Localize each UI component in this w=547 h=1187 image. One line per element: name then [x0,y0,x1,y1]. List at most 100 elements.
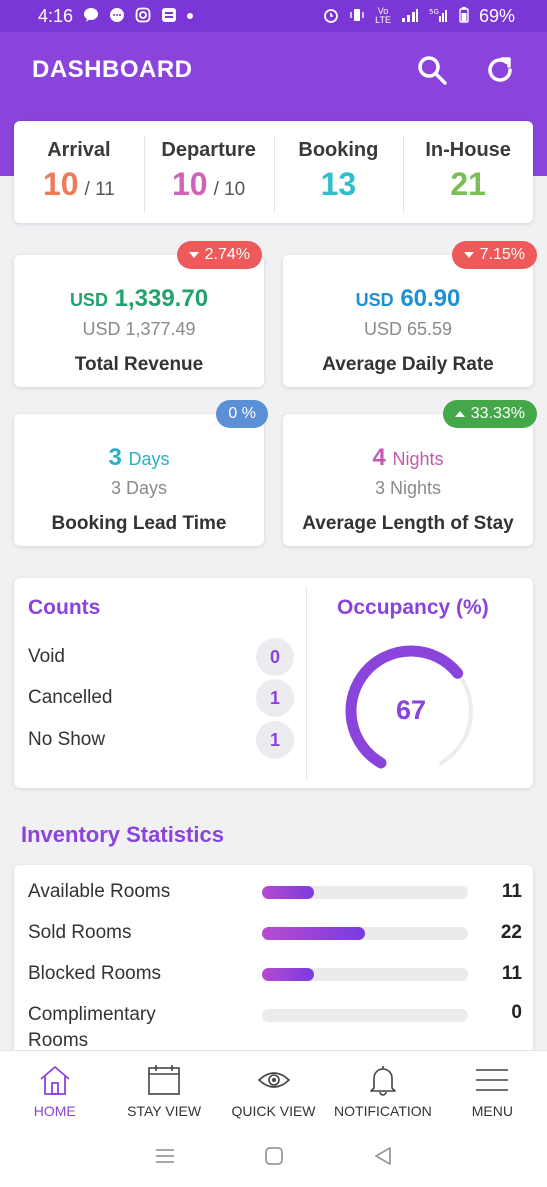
booking-stat[interactable]: Booking 13 [273,121,404,223]
lead-time-label: Booking Lead Time [51,513,227,534]
lead-time-change-badge: 0 % [216,400,268,428]
5g-signal-icon: 5G [429,7,449,25]
status-bar: 4:16 Vo LTE 5G 69% [0,0,547,32]
search-button[interactable] [414,52,450,88]
trend-down-icon [188,252,199,258]
inventory-value: 11 [501,881,522,902]
lead-time-change-value: 0 % [228,405,256,422]
recents-icon[interactable] [154,1147,176,1170]
chat-icon [83,7,99,25]
home-icon [40,1066,70,1095]
inventory-label: Available Rooms [28,881,171,902]
nav-label: HOME [33,1103,76,1119]
calendar-icon [148,1065,180,1095]
inventory-value: 11 [501,963,522,984]
stay-unit: Nights [392,449,444,469]
stay-value: 4 [372,444,386,471]
nav-notification[interactable]: NOTIFICATION [328,1051,437,1130]
status-left: 4:16 [38,5,194,27]
app-icon [161,7,177,25]
nav-menu[interactable]: MENU [438,1051,547,1130]
inhouse-stat[interactable]: In-House 21 [403,121,533,223]
inventory-value: 0 [511,1002,522,1023]
signal-icon [401,7,419,25]
search-icon [418,56,447,85]
count-row-no-show[interactable]: No Show 1 [28,721,294,759]
lead-time-unit: Days [128,449,170,469]
inventory-row-complimentary[interactable]: Complimentary Rooms 0 [28,1002,522,1054]
inventory-label: Blocked Rooms [28,963,162,984]
inhouse-label: In-House [425,139,511,161]
inventory-bar-track [262,926,468,940]
booking-lead-time-card[interactable]: 0 % 3 Days 3 Days Booking Lead Time [14,400,268,546]
nav-stay-view[interactable]: STAY VIEW [109,1051,218,1130]
summary-card: Arrival 10 / 11 Departure 10 / 10 Bookin… [14,121,533,223]
inventory-bar-track [262,967,468,981]
volte-icon: Vo LTE [375,6,391,25]
total-revenue-card[interactable]: 2.74% USD 1,339.70 USD 1,377.49 Total Re… [14,241,264,387]
inventory-bar-track [262,885,468,899]
revenue-previous: USD 1,377.49 [82,319,196,339]
departure-value: 10 [171,166,208,202]
revenue-label: Total Revenue [74,354,204,375]
arrival-label: Arrival [47,139,111,161]
revenue-unit: USD [69,290,108,310]
inventory-value: 22 [500,922,522,943]
count-row-void[interactable]: Void 0 [28,638,294,676]
lead-time-value: 3 [108,444,122,471]
inventory-bar-fill [262,926,365,940]
back-icon[interactable] [372,1145,394,1172]
revenue-change-badge: 2.74% [176,241,262,269]
menu-icon [476,1069,509,1091]
departure-total: / 10 [213,179,246,200]
adr-change-badge: 7.15% [451,241,537,269]
average-length-of-stay-card[interactable]: 33.33% 4 Nights 3 Nights Average Length … [283,400,537,546]
count-row-cancelled[interactable]: Cancelled 1 [28,679,294,717]
adr-value: 60.90 [400,285,461,312]
counts-title: Counts [28,596,101,619]
stay-change-value: 33.33% [470,405,525,422]
inventory-label: Sold Rooms [28,922,132,943]
counts-occupancy-card: Counts Void 0 Cancelled 1 No Show 1 Occu… [14,578,533,788]
inventory-card: Available Rooms 11 Sold Rooms 22 Blocked… [14,865,533,1065]
inventory-label: Complimentary Rooms [28,1004,156,1051]
arrival-value: 10 [42,166,79,202]
nav-home[interactable]: HOME [0,1051,109,1130]
nav-quick-view[interactable]: QUICK VIEW [219,1051,328,1130]
notification-dot-icon [187,13,194,19]
occupancy-value: 67 [396,695,426,725]
stay-previous: 3 Nights [374,478,442,498]
inventory-row-sold[interactable]: Sold Rooms 22 [28,920,522,946]
nav-label: MENU [471,1103,513,1119]
counts-divider [306,586,307,780]
average-daily-rate-card[interactable]: 7.15% USD 60.90 USD 65.59 Average Daily … [283,241,537,387]
status-time: 4:16 [38,5,74,26]
adr-unit: USD [355,290,394,310]
refresh-button[interactable] [482,52,518,88]
stay-change-badge: 33.33% [442,400,537,428]
battery-icon [459,7,469,25]
vibrate-icon [349,7,365,25]
departure-stat[interactable]: Departure 10 / 10 [143,121,274,223]
trend-down-icon [463,252,474,258]
revenue-change-value: 2.74% [204,246,250,263]
booking-value: 13 [320,166,357,202]
trend-up-icon [454,411,465,417]
occupancy-gauge-arc [345,645,464,769]
booking-label: Booking [298,139,379,161]
lead-time-previous: 3 Days [110,478,168,498]
battery-level: 69% [478,5,515,26]
count-value: 1 [256,721,294,759]
inventory-row-blocked[interactable]: Blocked Rooms 11 [28,961,522,987]
arrival-stat[interactable]: Arrival 10 / 11 [14,121,144,223]
nav-label: NOTIFICATION [334,1103,432,1119]
arrival-total: / 11 [84,179,115,200]
instagram-icon [135,7,151,25]
home-button-icon[interactable] [263,1145,285,1172]
count-value: 0 [256,638,294,676]
count-label: No Show [28,729,106,750]
status-right: Vo LTE 5G 69% [323,6,515,27]
nav-label: QUICK VIEW [231,1103,316,1119]
adr-previous: USD 65.59 [363,319,453,339]
inventory-row-available[interactable]: Available Rooms 11 [28,879,522,905]
